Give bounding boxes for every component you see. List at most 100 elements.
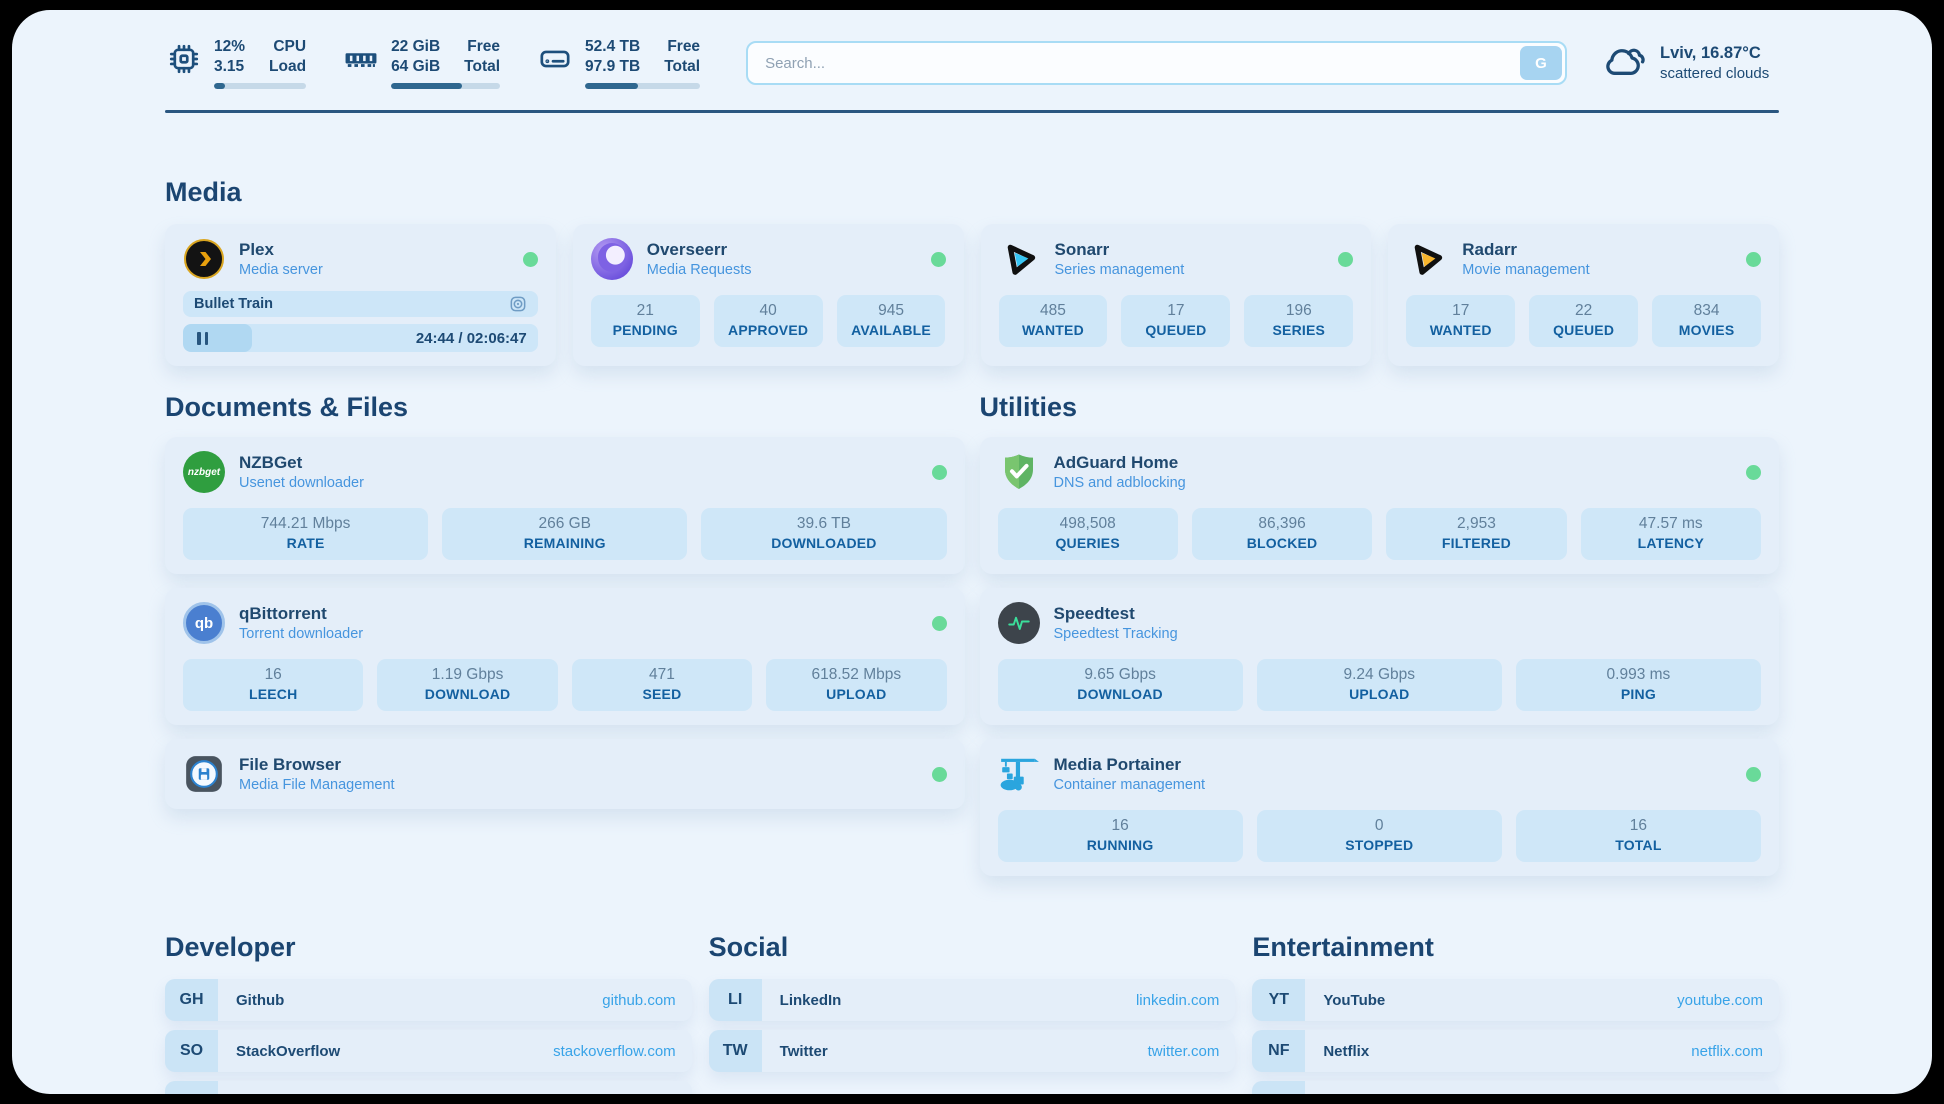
stat-box: 2,953 FILTERED <box>1386 508 1567 561</box>
stat-label: LATENCY <box>1637 535 1705 552</box>
stat-value: 196 <box>1285 302 1312 320</box>
app-card-radarr[interactable]: Radarr Movie management 17 WANTED 22 QUE… <box>1388 224 1779 367</box>
radarr-icon <box>1406 238 1448 280</box>
app-subtitle: Media File Management <box>239 777 395 794</box>
stat-label: APPROVED <box>728 322 809 339</box>
cpu-usage-label: CPU <box>273 38 307 55</box>
bookmark-twitter[interactable]: TW Twitter twitter.com <box>708 1030 1236 1073</box>
stat-box: 498,508 QUERIES <box>997 508 1178 561</box>
app-title: Plex <box>239 240 274 260</box>
bookmark-name: YouTube <box>1323 991 1386 1009</box>
cpu-progress-bar <box>214 83 307 90</box>
disk-free-label: Free <box>667 38 701 55</box>
app-card-sonarr[interactable]: Sonarr Series management 485 WANTED 17 Q… <box>980 224 1372 367</box>
app-title: Speedtest <box>1053 604 1135 624</box>
qbittorrent-icon: qb <box>183 602 225 645</box>
status-dot <box>931 464 947 480</box>
pause-icon[interactable] <box>197 331 208 345</box>
bookmark-reddit[interactable]: RE Reddit reddit.com <box>1252 1081 1779 1094</box>
bookmark-stackoverflow[interactable]: SO StackOverflow stackoverflow.com <box>165 1030 692 1073</box>
stat-value: 16 <box>264 666 282 684</box>
stat-value: 0.993 ms <box>1606 666 1671 684</box>
stat-label: DOWNLOAD <box>1077 686 1163 703</box>
app-subtitle: Usenet downloader <box>239 475 364 492</box>
stat-value: 40 <box>759 302 777 320</box>
status-dot <box>1746 251 1761 267</box>
stat-label: UPLOAD <box>826 686 887 703</box>
app-card-speedtest[interactable]: Speedtest Speedtest Tracking 9.65 Gbps D… <box>979 588 1779 726</box>
search-engine-button[interactable]: G <box>1520 46 1562 81</box>
stat-value: 22 <box>1574 302 1593 320</box>
now-playing-title: Bullet Train <box>194 296 273 313</box>
cpu-usage-value: 12% <box>214 38 246 55</box>
app-title: Overseerr <box>646 240 728 260</box>
now-playing-row: Bullet Train <box>183 291 538 318</box>
app-title: File Browser <box>239 755 342 775</box>
portainer-icon <box>998 753 1040 795</box>
ram-progress-bar <box>391 83 501 90</box>
app-subtitle: Speedtest Tracking <box>1053 626 1178 643</box>
bookmark-abbr: YT <box>1252 979 1306 1022</box>
bookmark-name: Twitter <box>779 1042 828 1060</box>
stat-value: 945 <box>878 302 904 320</box>
bookmark-name: LinkedIn <box>779 991 842 1009</box>
app-card-overseerr[interactable]: Overseerr Media Requests 21 PENDING 40 A… <box>572 224 964 367</box>
section-title-utilities: Utilities <box>979 392 1078 423</box>
ram-total-label: Total <box>464 58 501 76</box>
section-title-entertainment: Entertainment <box>1252 932 1434 963</box>
stat-value: 1.19 Gbps <box>431 666 504 684</box>
session-icon[interactable] <box>509 295 527 313</box>
stat-label: WANTED <box>1022 322 1084 339</box>
app-title: qBittorrent <box>239 604 327 624</box>
stat-box: 9.24 Gbps UPLOAD <box>1256 659 1502 712</box>
bookmark-github[interactable]: GH Github github.com <box>165 979 692 1022</box>
stat-value: 17 <box>1167 302 1185 320</box>
app-card-filebrowser[interactable]: File Browser Media File Management <box>165 739 965 810</box>
app-title: Media Portainer <box>1053 755 1182 775</box>
cloud-icon <box>1601 38 1647 89</box>
status-dot <box>1746 766 1761 782</box>
section-title-media: Media <box>165 177 242 208</box>
ram-free-label: Free <box>467 38 501 55</box>
section-title-social: Social <box>708 932 789 963</box>
stat-label: BLOCKED <box>1246 535 1318 552</box>
stat-label: PING <box>1620 686 1656 703</box>
stat-label: FILTERED <box>1441 535 1511 552</box>
app-card-adguard[interactable]: AdGuard Home DNS and adblocking 498,508 … <box>979 437 1779 575</box>
app-card-nzbget[interactable]: nzbget NZBGet Usenet downloader 744.21 M… <box>165 437 965 575</box>
stat-box: 9.65 Gbps DOWNLOAD <box>997 659 1243 712</box>
cpu-load-label: Load <box>269 58 307 76</box>
bookmark-dev[interactable]: DT DEV dev.to <box>165 1081 692 1094</box>
status-dot <box>1338 251 1354 267</box>
app-title: Radarr <box>1462 240 1518 260</box>
stat-value: 21 <box>636 302 654 320</box>
app-card-plex[interactable]: Plex Media server Bullet Train 24:44 / 0… <box>165 224 556 367</box>
search-input[interactable] <box>746 41 1567 86</box>
stat-label: STOPPED <box>1345 837 1414 854</box>
bookmark-linkedin[interactable]: LI LinkedIn linkedin.com <box>708 979 1236 1022</box>
stat-label: MOVIES <box>1678 322 1735 339</box>
system-stats: 12% CPU 3.15 Load <box>165 37 701 90</box>
app-card-qbittorrent[interactable]: qb qBittorrent Torrent downloader 16 LEE… <box>165 588 965 726</box>
app-title: AdGuard Home <box>1053 453 1179 473</box>
stat-value: 618.52 Mbps <box>811 666 902 684</box>
stat-value: 16 <box>1111 817 1129 835</box>
app-title: Sonarr <box>1054 240 1110 260</box>
app-subtitle: Media server <box>239 262 323 279</box>
stat-box: 485 WANTED <box>998 295 1108 348</box>
media-cards-row: Plex Media server Bullet Train 24:44 / 0… <box>165 224 1779 367</box>
status-dot <box>931 766 947 782</box>
bookmark-youtube[interactable]: YT YouTube youtube.com <box>1252 979 1779 1022</box>
app-card-portainer[interactable]: Media Portainer Container management 16 … <box>979 739 1779 877</box>
filebrowser-icon <box>183 753 225 795</box>
app-subtitle: Series management <box>1054 262 1185 279</box>
topbar-divider <box>165 110 1779 114</box>
search-bar: G <box>746 41 1567 86</box>
bookmark-netflix[interactable]: NF Netflix netflix.com <box>1252 1030 1779 1073</box>
stat-label: RATE <box>286 535 325 552</box>
stat-box: 16 RUNNING <box>997 810 1243 863</box>
app-subtitle: Torrent downloader <box>239 626 364 643</box>
app-subtitle: Container management <box>1053 777 1206 794</box>
bookmark-column-social: Social LI LinkedIn linkedin.com TW Twitt… <box>708 932 1236 1094</box>
status-dot <box>930 251 946 267</box>
